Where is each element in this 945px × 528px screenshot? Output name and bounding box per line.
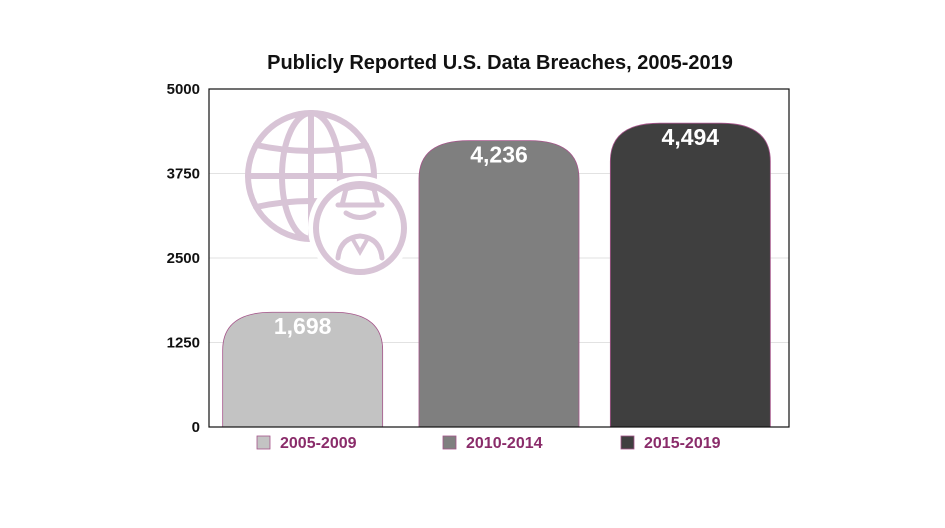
chart-title: Publicly Reported U.S. Data Breaches, 20… <box>267 52 733 74</box>
y-tick-label: 3750 <box>167 166 200 183</box>
legend: 2005-2009 2010-2014 2015-2019 <box>256 435 721 452</box>
legend-swatch <box>442 435 457 450</box>
data-label: 4,494 <box>662 124 720 150</box>
y-tick-label: 2500 <box>167 250 200 267</box>
legend-label: 2005-2009 <box>280 435 357 452</box>
data-labels: 1,698 4,236 4,494 <box>274 124 719 339</box>
data-label: 1,698 <box>274 313 332 339</box>
legend-swatch <box>620 435 635 450</box>
bar-2015-2019 <box>609 122 771 428</box>
legend-label: 2010-2014 <box>466 435 543 452</box>
plot-frame <box>208 88 790 428</box>
data-label: 4,236 <box>470 142 528 168</box>
globe-spy-icon <box>245 110 412 280</box>
y-axis-ticks: 0 1250 2500 3750 5000 <box>167 81 200 436</box>
legend-swatch <box>256 435 271 450</box>
y-tick-label: 1250 <box>167 335 200 352</box>
legend-label: 2015-2019 <box>644 435 721 452</box>
y-tick-label: 0 <box>192 419 200 436</box>
bar-2005-2009 <box>222 311 384 428</box>
y-tick-label: 5000 <box>167 81 200 98</box>
bars <box>222 122 771 428</box>
bar-2010-2014 <box>418 140 580 428</box>
